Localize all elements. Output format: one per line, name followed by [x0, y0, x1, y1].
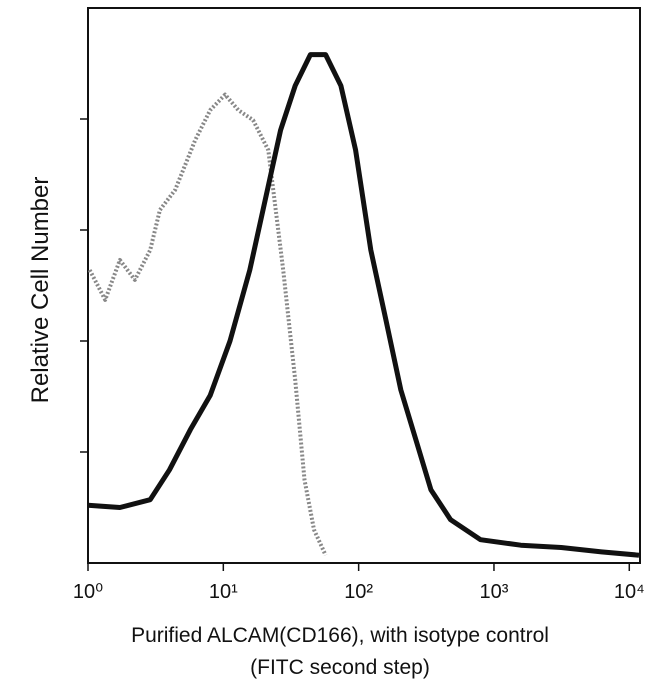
x-tick-label: 10⁰	[73, 581, 103, 603]
y-axis-label: Relative Cell Number	[27, 177, 54, 404]
x-tick-label: 10²	[344, 581, 373, 603]
x-axis-label: Purified ALCAM(CD166), with isotype cont…	[131, 624, 549, 647]
histogram-line	[87, 52, 640, 558]
plot-frame	[87, 7, 641, 564]
x-tick-label: 10¹	[209, 581, 238, 603]
x-axis-label: (FITC second step)	[250, 656, 430, 679]
x-tick-label: 10³	[480, 581, 509, 603]
histogram-line	[87, 92, 328, 557]
x-tick-label: 10⁴	[614, 581, 645, 603]
